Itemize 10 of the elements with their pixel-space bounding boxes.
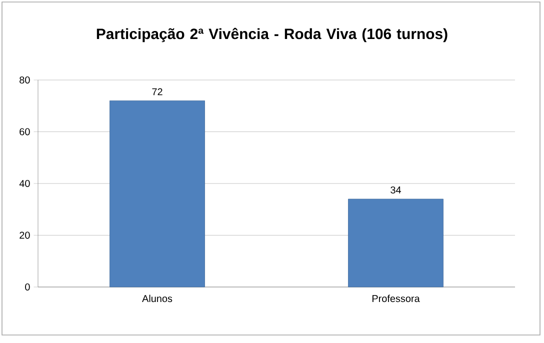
x-tick-label: Alunos [142, 294, 172, 302]
x-tick-label: Professora [372, 294, 420, 302]
y-tick-label: 0 [25, 283, 30, 291]
y-tick-label: 40 [19, 180, 30, 188]
data-label: 72 [152, 88, 162, 96]
y-tick-label: 60 [20, 128, 30, 136]
y-tick-label: 80 [20, 76, 30, 84]
y-tick-label: 20 [20, 232, 30, 239]
data-label: 34 [390, 186, 402, 194]
chart-title: Participação 2ª Vivência - Roda Viva (106 turnos) [96, 28, 448, 42]
